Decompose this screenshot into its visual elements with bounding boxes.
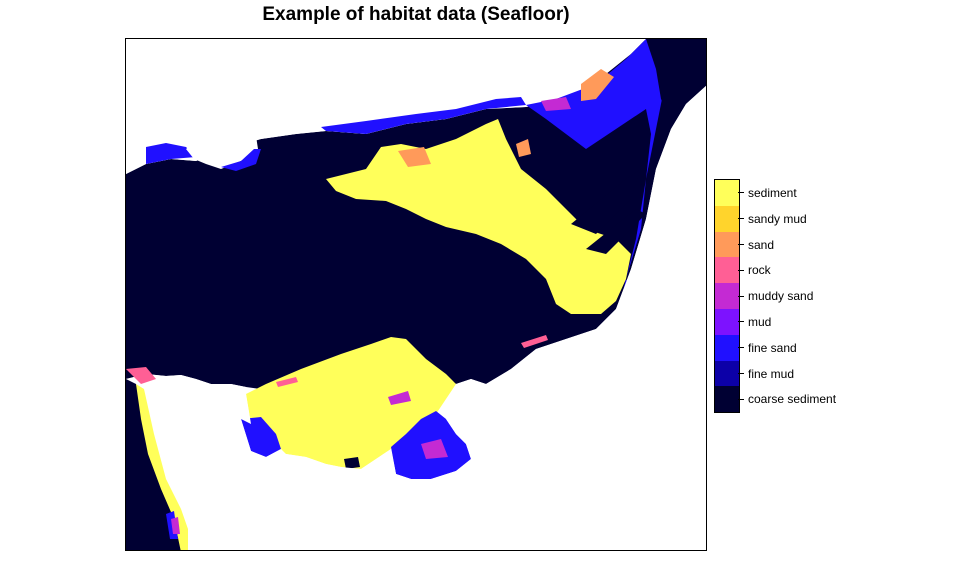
sandy-strip-ne	[581, 69, 614, 101]
muddy-sand-mid	[388, 391, 411, 405]
legend-color-bar	[714, 179, 740, 414]
legend-label: muddy sand	[748, 289, 814, 304]
island-north-coast	[221, 149, 261, 171]
legend-tick	[738, 373, 744, 374]
muddy-sand-south	[421, 439, 448, 459]
legend-label: rock	[748, 263, 771, 278]
legend-label: sand	[748, 237, 775, 252]
legend-item: sediment	[738, 185, 797, 201]
island-east-top	[646, 39, 706, 119]
habitat-map-canvas	[126, 39, 706, 550]
fine-sand-north-2	[321, 97, 526, 134]
muddy-sand-ne	[541, 97, 571, 111]
land-bottom	[126, 85, 706, 550]
west-coast-yellow	[136, 384, 188, 550]
legend-tick	[738, 244, 744, 245]
legend-swatch	[715, 180, 739, 206]
rock-fringe-south	[521, 335, 548, 348]
legend-item: sand	[738, 237, 774, 253]
legend-swatch	[715, 283, 739, 309]
legend-tick	[738, 347, 744, 349]
coarse-patch-south	[344, 457, 360, 469]
legend-swatch	[715, 360, 739, 387]
legend-item: coarse sediment	[738, 391, 836, 407]
legend-swatch	[715, 205, 739, 232]
coarse-streak-east-2	[586, 209, 646, 254]
west-coast-rock	[126, 367, 156, 384]
coarse-streak-east	[571, 169, 641, 234]
legend-tick	[738, 218, 744, 220]
legend-swatch	[715, 257, 739, 284]
sand-patch-north	[398, 147, 431, 167]
sand-patch-north-2	[516, 139, 531, 157]
habitat-map	[125, 38, 707, 551]
legend-label: sediment	[748, 185, 797, 200]
legend-swatch	[715, 386, 739, 413]
legend-tick	[738, 192, 744, 194]
sediment-south	[246, 337, 456, 469]
legend-swatch	[715, 231, 739, 258]
legend-label: fine sand	[748, 340, 797, 355]
legend-item: fine mud	[738, 366, 794, 382]
legend-item: fine sand	[738, 340, 797, 356]
west-coast-muddy-sand	[171, 517, 180, 534]
fine-sand-north	[146, 143, 196, 164]
legend-item: mud	[738, 314, 771, 330]
legend-tick	[738, 269, 744, 271]
legend-label: coarse sediment	[748, 392, 837, 407]
legend-item: rock	[738, 262, 771, 278]
legend-tick	[738, 398, 744, 400]
island-north	[186, 129, 258, 169]
legend-tick	[738, 321, 744, 323]
legend-label: mud	[748, 314, 772, 329]
legend-swatch	[715, 308, 739, 335]
sediment-north	[326, 119, 631, 314]
legend-label: fine mud	[748, 366, 795, 381]
legend-item: muddy sand	[738, 288, 813, 304]
sediment-south-2	[386, 339, 411, 364]
legend-swatch	[715, 334, 739, 361]
fine-sand-sw	[241, 417, 281, 457]
map-title: Example of habitat data (Seafloor)	[262, 4, 570, 25]
legend-tick	[738, 295, 744, 297]
west-coast-strip	[126, 379, 188, 550]
legend-label: sandy mud	[748, 211, 807, 226]
rock-fringe-south-2	[276, 377, 298, 387]
legend-item: sandy mud	[738, 211, 807, 227]
